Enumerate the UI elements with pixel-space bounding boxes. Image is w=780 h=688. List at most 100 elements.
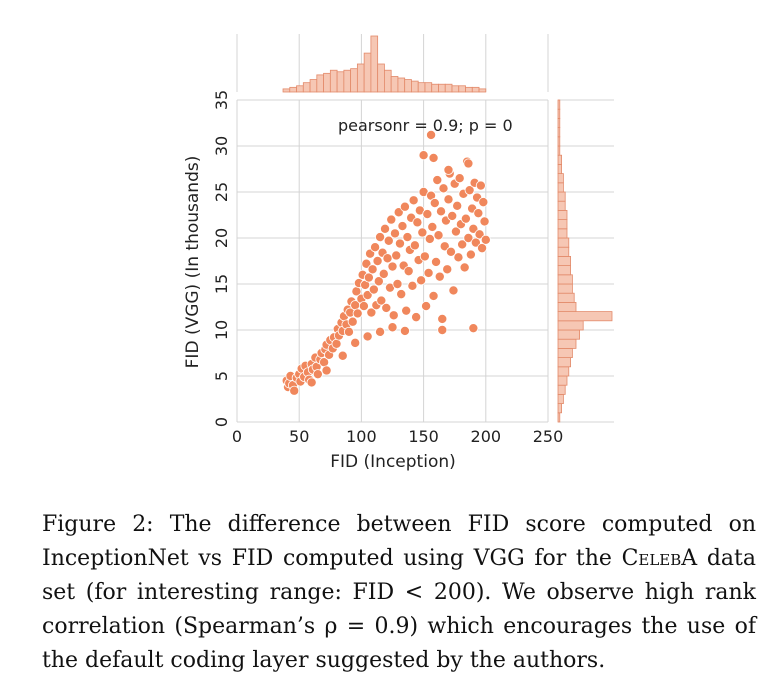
scatter-point <box>442 264 453 275</box>
y-hist-bar <box>557 127 561 138</box>
y-hist-bar <box>557 412 561 423</box>
scatter-point <box>383 235 394 246</box>
y-hist-bar <box>557 357 572 368</box>
scatter-point <box>416 275 427 286</box>
y-hist-bar <box>557 182 564 193</box>
figure-label: Figure 2: <box>42 512 154 537</box>
x-tick-label: 50 <box>289 427 309 446</box>
scatter-points <box>281 129 491 396</box>
scatter-point <box>387 322 398 333</box>
scatter-point <box>378 268 389 279</box>
scatter-point <box>306 377 317 388</box>
y-hist-bar <box>557 265 572 276</box>
y-axis-label: FID (VGG) (In thousands) <box>183 156 203 369</box>
scatter-point <box>447 210 458 221</box>
scatter-point <box>412 217 423 228</box>
scatter-point <box>363 272 374 283</box>
scatter-point <box>343 326 354 337</box>
scatter-point <box>361 258 372 269</box>
x-hist-bar <box>390 76 399 93</box>
scatter-point <box>473 208 484 219</box>
x-axis-label: FID (Inception) <box>330 452 456 472</box>
x-hist-bar <box>323 72 331 93</box>
x-tick-label: 150 <box>408 427 439 446</box>
x-hist-bar <box>289 86 297 93</box>
y-hist-bar <box>557 209 568 220</box>
scatter-point <box>438 183 449 194</box>
scatter-point <box>411 312 422 323</box>
x-hist-bar <box>343 69 352 93</box>
y-hist-bar <box>557 246 570 257</box>
scatter-point <box>475 180 486 191</box>
scatter-point <box>352 308 363 319</box>
y-hist-bar <box>557 347 573 358</box>
scatter-point <box>388 310 399 321</box>
scatter-point <box>470 237 481 248</box>
x-hist-bar <box>296 85 304 93</box>
scatter-point <box>393 207 404 218</box>
scatter-point <box>450 226 461 237</box>
scatter-point <box>386 214 397 225</box>
scatter-point <box>448 285 459 296</box>
y-hist-bar <box>557 311 613 322</box>
scatter-point <box>373 276 384 287</box>
x-hist-bar <box>465 86 473 93</box>
scatter-point <box>375 326 386 337</box>
scatter-point <box>421 301 432 312</box>
y-tick-label: 25 <box>212 182 231 202</box>
scatter-point <box>427 221 438 232</box>
scatter-point <box>362 290 373 301</box>
scatter-point <box>480 234 491 245</box>
y-hist-bar <box>557 366 570 377</box>
scatter-point <box>431 256 442 267</box>
scatter-point <box>454 173 465 184</box>
scatter-point <box>402 232 413 243</box>
x-hist-bar <box>471 86 480 93</box>
y-hist-bar <box>557 274 573 285</box>
y-hist-bar <box>557 136 561 147</box>
x-hist-bar <box>316 74 324 93</box>
plot-background <box>237 100 548 422</box>
y-hist-bar <box>557 375 568 386</box>
x-hist-bar <box>384 69 392 93</box>
scatter-point <box>399 325 410 336</box>
x-hist-bar <box>451 85 460 93</box>
x-hist-bar <box>424 82 433 93</box>
y-tick-label: 20 <box>212 228 231 248</box>
scatter-point <box>408 195 419 206</box>
scatter-point <box>350 337 361 348</box>
scatter-point <box>347 316 358 327</box>
scatter-point <box>460 213 471 224</box>
y-hist-bar <box>557 228 568 239</box>
scatter-point <box>391 250 402 261</box>
y-hist-bar <box>557 301 577 312</box>
scatter-point <box>423 267 434 278</box>
x-hist-bar <box>417 82 426 93</box>
scatter-point <box>464 185 475 196</box>
y-hist-bar <box>557 219 568 230</box>
scatter-point <box>368 284 379 295</box>
x-hist-bar <box>444 83 453 93</box>
scatter-point <box>409 240 420 251</box>
x-tick-labels: 0 50 100 150 200 250 <box>232 427 563 446</box>
scatter-point <box>289 385 300 396</box>
x-hist-bar <box>336 71 345 93</box>
scatter-point <box>417 227 428 238</box>
y-marginal-histogram <box>557 99 614 423</box>
y-hist-bar <box>557 99 561 110</box>
scatter-point <box>389 228 400 239</box>
scatter-point <box>452 200 463 211</box>
scatter-point <box>437 313 448 324</box>
x-hist-bar <box>370 35 379 93</box>
y-hist-bar <box>557 403 562 414</box>
scatter-point <box>399 201 410 212</box>
scatter-point <box>376 295 387 306</box>
y-hist-bar <box>557 384 566 395</box>
x-hist-bar <box>438 83 446 93</box>
y-tick-label: 5 <box>212 371 231 381</box>
scatter-point <box>394 238 405 249</box>
x-hist-bar <box>478 88 487 93</box>
scatter-point <box>367 264 378 275</box>
x-hist-bar <box>363 52 372 93</box>
x-tick-label: 200 <box>471 427 502 446</box>
